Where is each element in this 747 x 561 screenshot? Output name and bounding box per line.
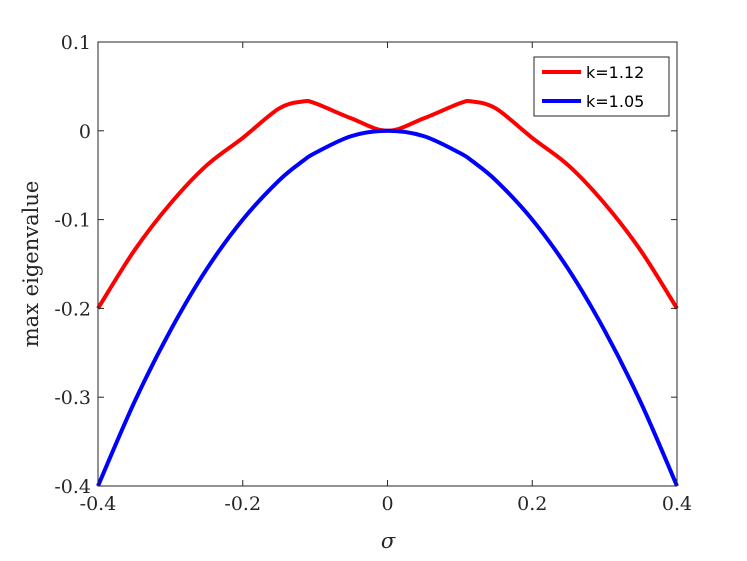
y-tick-label: -0.3 bbox=[54, 387, 91, 409]
y-axis-title: max eigenvalue bbox=[19, 181, 43, 348]
y-tick-label: -0.4 bbox=[54, 476, 91, 498]
legend: k=1.12 k=1.05 bbox=[533, 56, 670, 117]
series-line-1 bbox=[96, 128, 679, 487]
x-axis-title: σ bbox=[381, 529, 396, 553]
y-tick-label: 0.1 bbox=[61, 32, 91, 54]
x-tick-label: 0.4 bbox=[662, 493, 692, 515]
x-tick-label: 0 bbox=[381, 493, 393, 515]
series-layer bbox=[96, 98, 679, 487]
ticks-layer: -0.4 -0.2 0 0.2 0.4 -0.4 -0.3 -0.2 -0.1 0 0.1 bbox=[54, 32, 692, 515]
legend-box bbox=[533, 56, 670, 117]
x-tick-label: -0.2 bbox=[224, 493, 261, 515]
y-tick-label: 0 bbox=[79, 121, 91, 143]
legend-label-k112: k=1.12 bbox=[586, 63, 644, 82]
legend-label-k105: k=1.05 bbox=[586, 92, 644, 111]
y-tick-label: -0.1 bbox=[54, 210, 91, 232]
x-tick-label: -0.4 bbox=[80, 493, 117, 515]
x-tick-label: 0.2 bbox=[517, 493, 547, 515]
y-tick-label: -0.2 bbox=[54, 298, 91, 320]
